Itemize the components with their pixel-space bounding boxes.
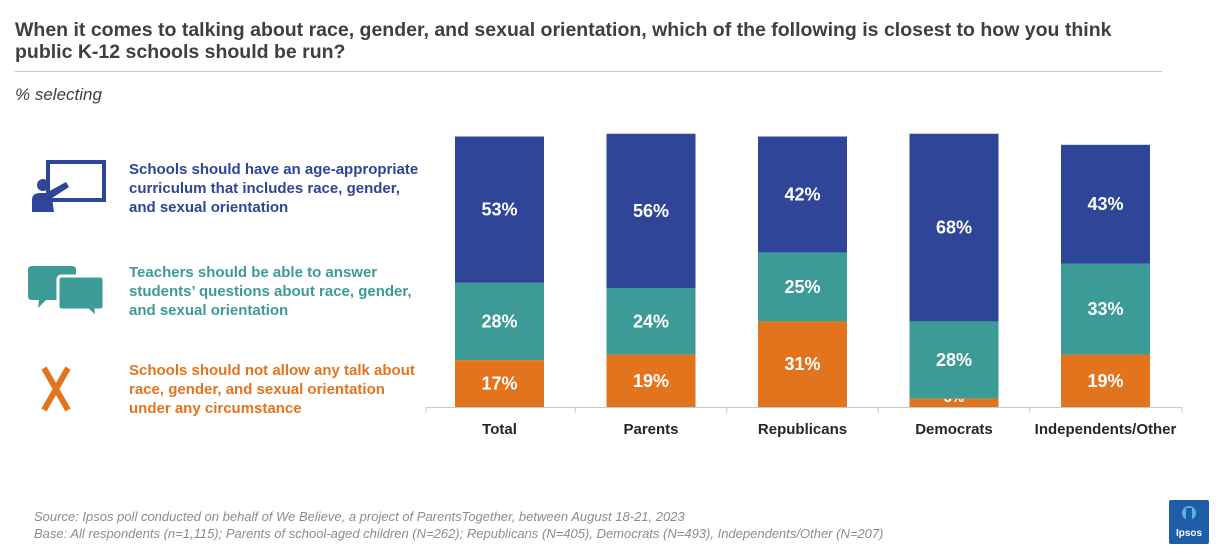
data-label: 56% [633,201,669,221]
data-label: 25% [784,277,820,297]
bar-segment [758,136,847,253]
footnote: Source: Ipsos poll conducted on behalf o… [34,508,883,542]
data-label: 42% [784,184,820,204]
category-label: Total [482,421,517,438]
bar-segment [758,321,847,407]
bar-segment [606,288,696,355]
title-divider [15,71,1162,72]
data-label: 28% [936,350,972,370]
bar-segment [455,360,544,407]
data-label: 43% [1087,194,1123,214]
x-mark-icon [41,366,71,412]
legend-label-questions: Teachers should be able to answer studen… [129,264,412,319]
bar-segment [1061,263,1150,355]
data-label: 31% [784,354,820,374]
data-label: 53% [481,200,517,220]
category-label: Republicans [758,421,847,438]
data-label: 24% [633,311,669,331]
category-label: Parents [623,421,678,438]
logo-text: Ipsos [1175,528,1203,539]
data-label: 33% [1087,299,1123,319]
bar-segment [606,133,696,289]
legend-label-curriculum: Schools should have an age-appropriate c… [129,161,419,216]
bar-segment [455,282,544,361]
data-label: 19% [1087,371,1123,391]
footnote-base: Base: All respondents (n=1,115); Parents… [34,526,884,541]
bar-segment [758,252,847,322]
category-label: Independents/Other [1035,421,1177,438]
data-label: 68% [936,218,972,238]
legend-label-no-talk: Schools should not allow any talk about … [129,362,415,417]
teacher-board-icon [32,160,106,212]
ipsos-logo: Ipsos [1169,500,1209,544]
speech-bubbles-icon [28,266,106,320]
chart-title: When it comes to talking about race, gen… [15,19,1112,63]
bar-segment [909,133,999,322]
bar-segment [909,321,999,399]
bar-segment [909,398,999,407]
bar-segment [455,136,544,283]
footnote-source: Source: Ipsos poll conducted on behalf o… [34,509,685,524]
data-label: 17% [481,374,517,394]
category-label: Democrats [915,421,993,438]
bar-segment [606,354,696,407]
bar-segment [1061,144,1150,264]
bar-segment [1061,354,1150,407]
chart-subtitle: % selecting [15,85,102,104]
data-label: 19% [633,371,669,391]
data-label: 28% [481,311,517,331]
ipsos-mark-icon [1182,506,1196,522]
